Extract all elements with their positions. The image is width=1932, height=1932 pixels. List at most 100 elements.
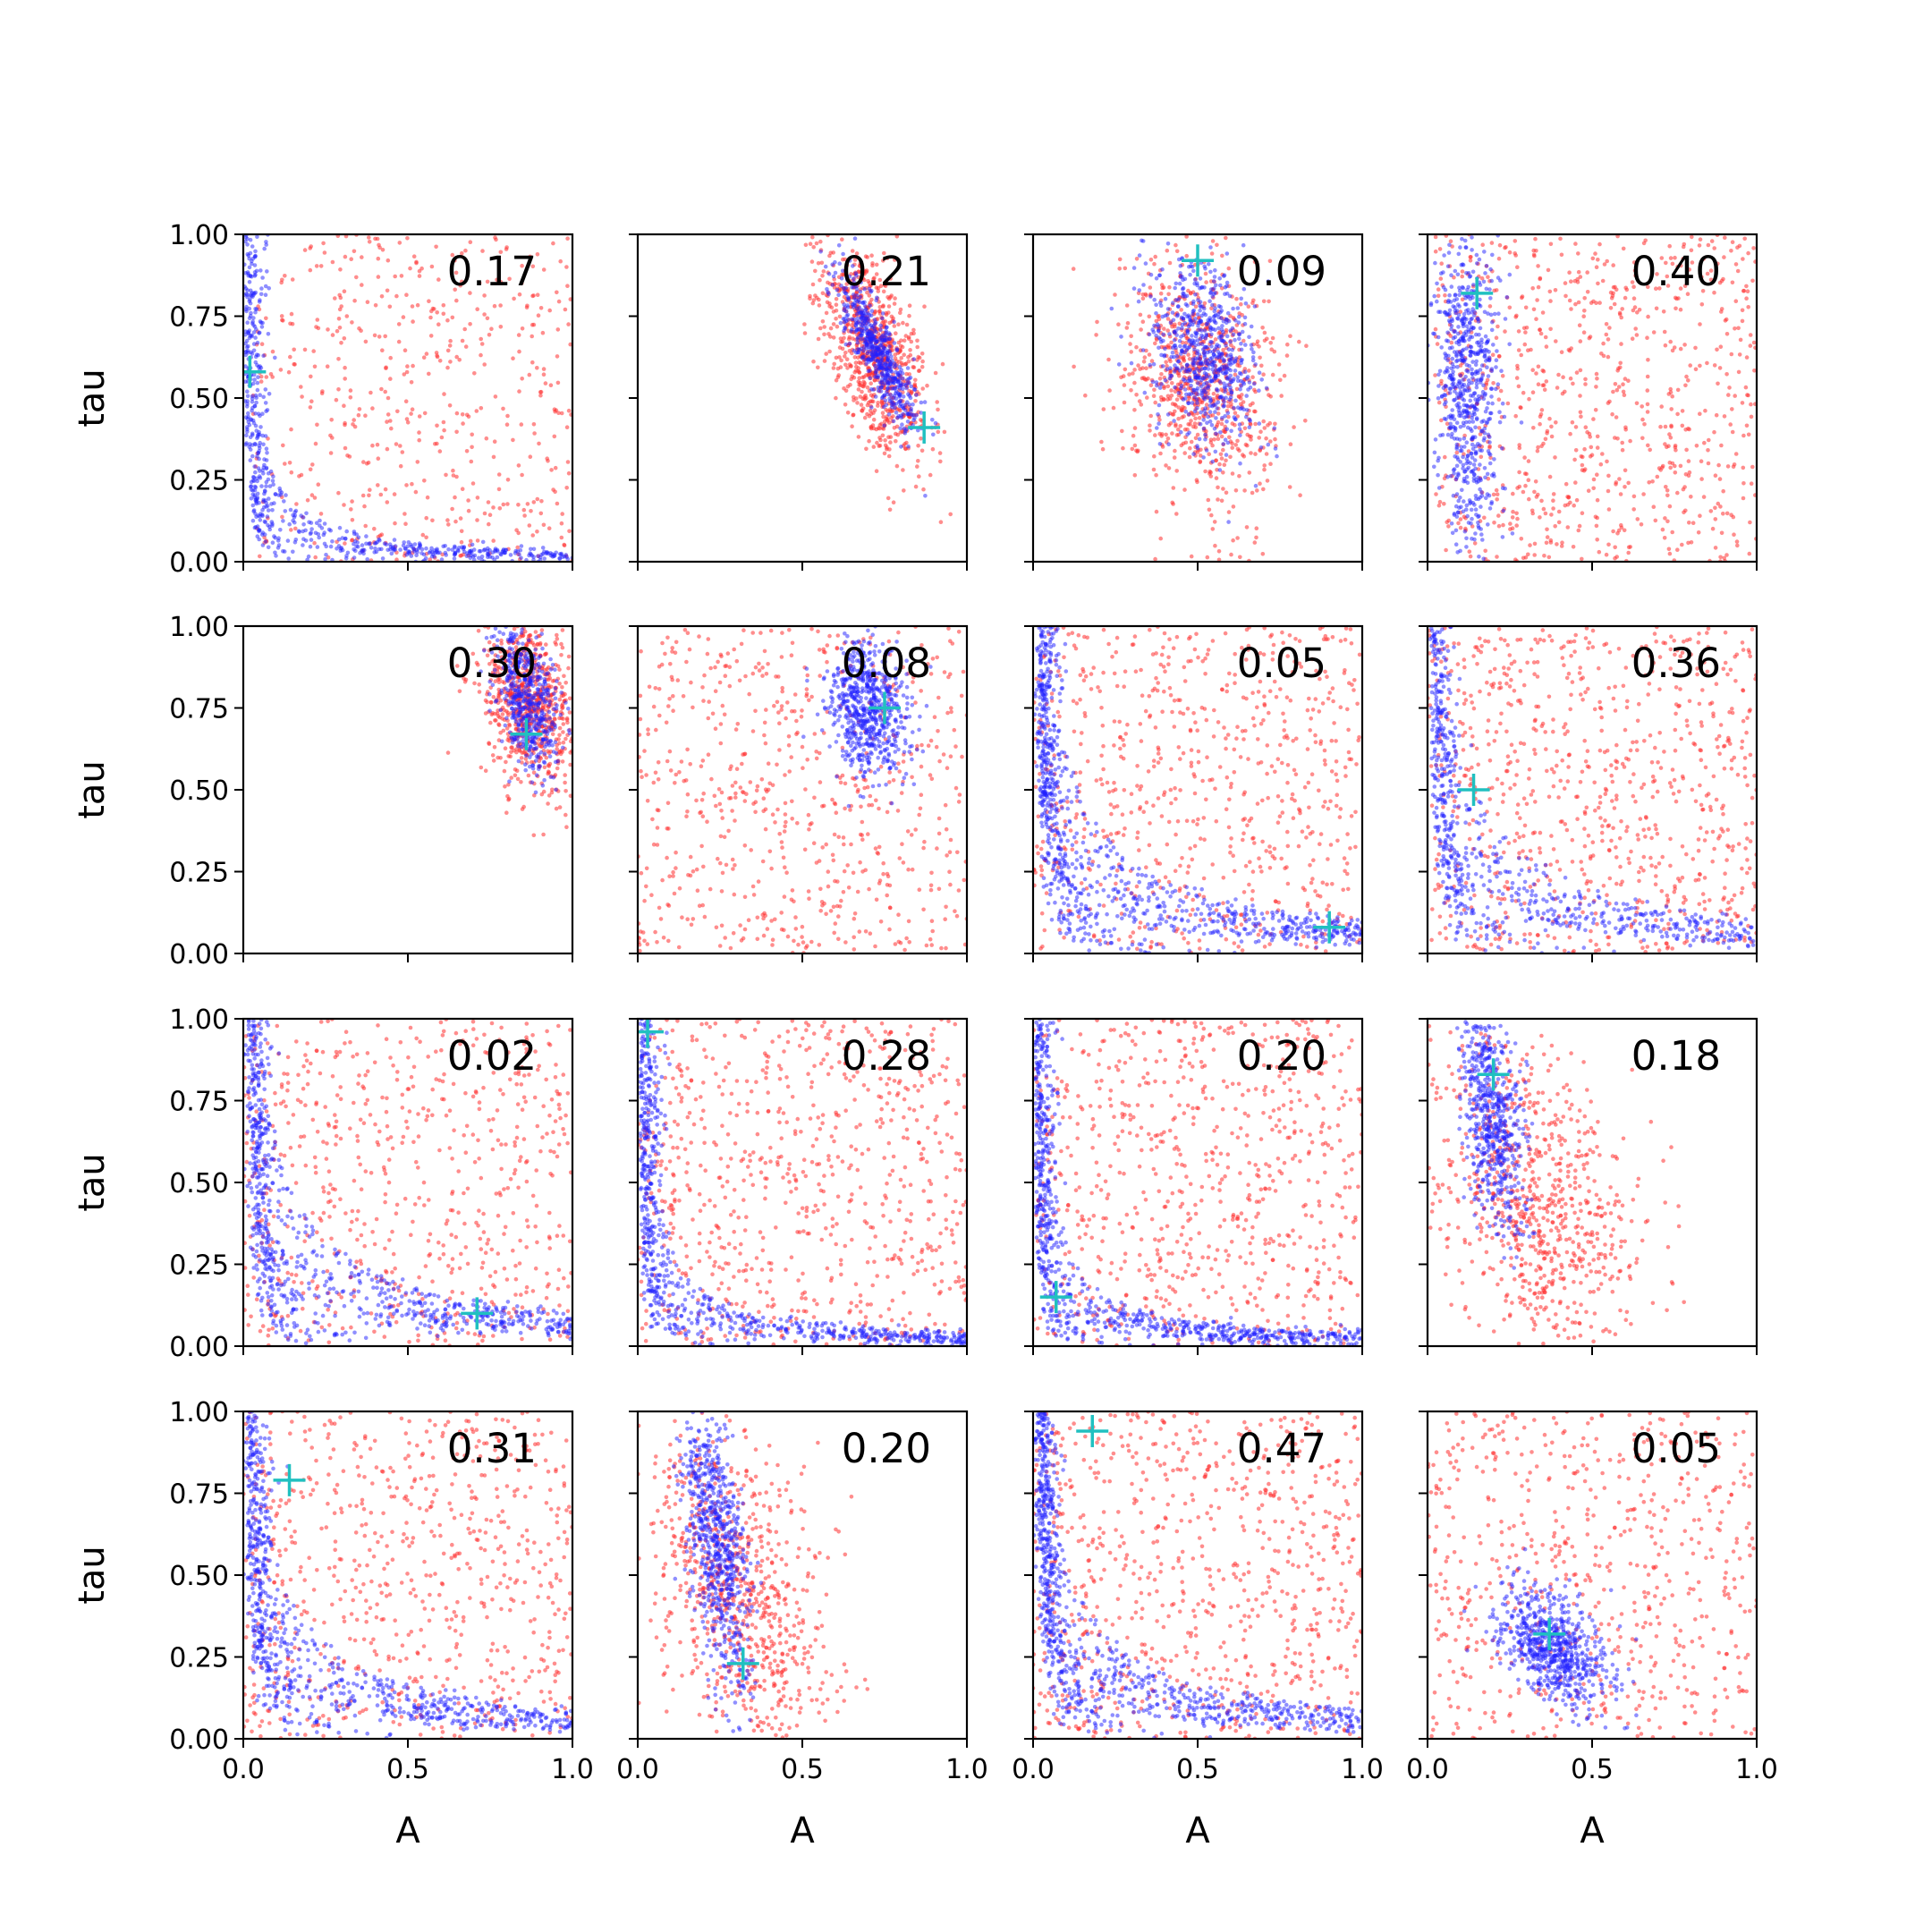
point-broad — [837, 314, 843, 319]
point-broad — [1467, 549, 1472, 554]
point-fit — [860, 308, 865, 313]
point-broad — [1541, 506, 1546, 512]
point-fit — [1176, 297, 1182, 301]
point-fit — [1200, 376, 1206, 381]
point-broad — [1613, 545, 1617, 550]
point-fit — [859, 325, 864, 330]
point-fit — [1191, 301, 1196, 307]
point-broad — [312, 540, 317, 546]
point-broad — [417, 437, 422, 443]
point-fit — [273, 355, 277, 360]
point-broad — [414, 259, 419, 265]
point-broad — [1681, 257, 1685, 261]
point-fit — [253, 411, 258, 416]
point-fit — [1206, 386, 1210, 390]
point-fit — [1233, 369, 1238, 373]
point-fit — [250, 478, 256, 483]
point-broad — [432, 307, 436, 311]
point-fit — [301, 543, 305, 547]
point-fit — [353, 548, 358, 554]
point-broad — [1717, 366, 1723, 370]
point-fit — [860, 336, 864, 342]
point-fit — [360, 543, 365, 547]
point-broad — [1666, 547, 1672, 552]
point-fit — [1232, 377, 1236, 382]
point-fit — [257, 330, 262, 335]
point-broad — [289, 311, 294, 317]
point-broad — [468, 240, 473, 245]
point-broad — [350, 320, 354, 325]
point-broad — [869, 381, 873, 386]
point-broad — [906, 359, 911, 364]
point-broad — [1607, 399, 1612, 404]
point-fit — [414, 553, 419, 558]
point-broad — [1576, 251, 1580, 256]
point-broad — [1171, 502, 1175, 506]
point-broad — [1728, 422, 1733, 427]
point-broad — [1116, 322, 1121, 327]
point-fit — [879, 341, 885, 345]
point-fit — [1228, 380, 1233, 386]
point-broad — [1182, 427, 1188, 432]
point-broad — [1726, 393, 1731, 397]
point-fit — [1221, 442, 1225, 446]
point-broad — [1168, 369, 1173, 374]
point-broad — [453, 270, 459, 275]
point-broad — [894, 438, 898, 444]
point-broad — [1749, 414, 1754, 419]
point-broad — [850, 323, 854, 327]
point-broad — [428, 557, 433, 562]
point-fit — [1190, 342, 1194, 347]
point-broad — [446, 522, 451, 527]
point-broad — [398, 463, 403, 469]
point-broad — [1744, 284, 1749, 289]
point-fit — [1150, 379, 1156, 385]
point-fit — [258, 292, 264, 297]
point-broad — [1743, 385, 1749, 390]
point-broad — [1216, 497, 1220, 502]
point-broad — [1623, 295, 1628, 301]
point-fit — [1200, 347, 1206, 352]
point-broad — [1746, 393, 1750, 398]
point-broad — [429, 264, 435, 269]
point-fit — [256, 352, 261, 358]
point-fit — [1489, 327, 1495, 333]
point-fit — [245, 394, 250, 399]
point-fit — [1178, 271, 1182, 275]
point-fit — [836, 243, 842, 248]
point-broad — [1673, 295, 1678, 301]
point-fit — [846, 297, 851, 302]
point-broad — [258, 379, 264, 384]
point-fit — [264, 465, 269, 470]
point-broad — [907, 303, 912, 309]
point-broad — [1253, 452, 1258, 456]
point-fit — [1192, 347, 1197, 352]
point-broad — [840, 237, 844, 242]
point-broad — [1106, 357, 1111, 362]
point-fit — [908, 395, 913, 401]
point-fit — [1199, 342, 1205, 347]
point-broad — [936, 429, 941, 435]
point-fit — [869, 325, 875, 330]
point-fit — [1141, 283, 1146, 287]
point-fit — [891, 419, 896, 424]
point-broad — [343, 422, 347, 428]
point-broad — [878, 284, 884, 289]
point-fit — [1216, 350, 1221, 354]
point-broad — [404, 483, 409, 487]
point-broad — [448, 338, 453, 343]
point-broad — [1261, 419, 1266, 424]
point-fit — [882, 349, 886, 353]
point-broad — [383, 487, 388, 492]
point-fit — [835, 288, 840, 292]
panel-points — [802, 234, 953, 524]
point-fit — [245, 236, 250, 242]
point-broad — [1442, 502, 1446, 506]
point-broad — [470, 432, 474, 437]
point-broad — [1650, 479, 1655, 484]
point-broad — [1572, 503, 1576, 508]
point-broad — [1633, 273, 1638, 278]
point-broad — [1148, 428, 1152, 433]
point-broad — [1606, 488, 1611, 494]
point-broad — [1250, 490, 1255, 496]
